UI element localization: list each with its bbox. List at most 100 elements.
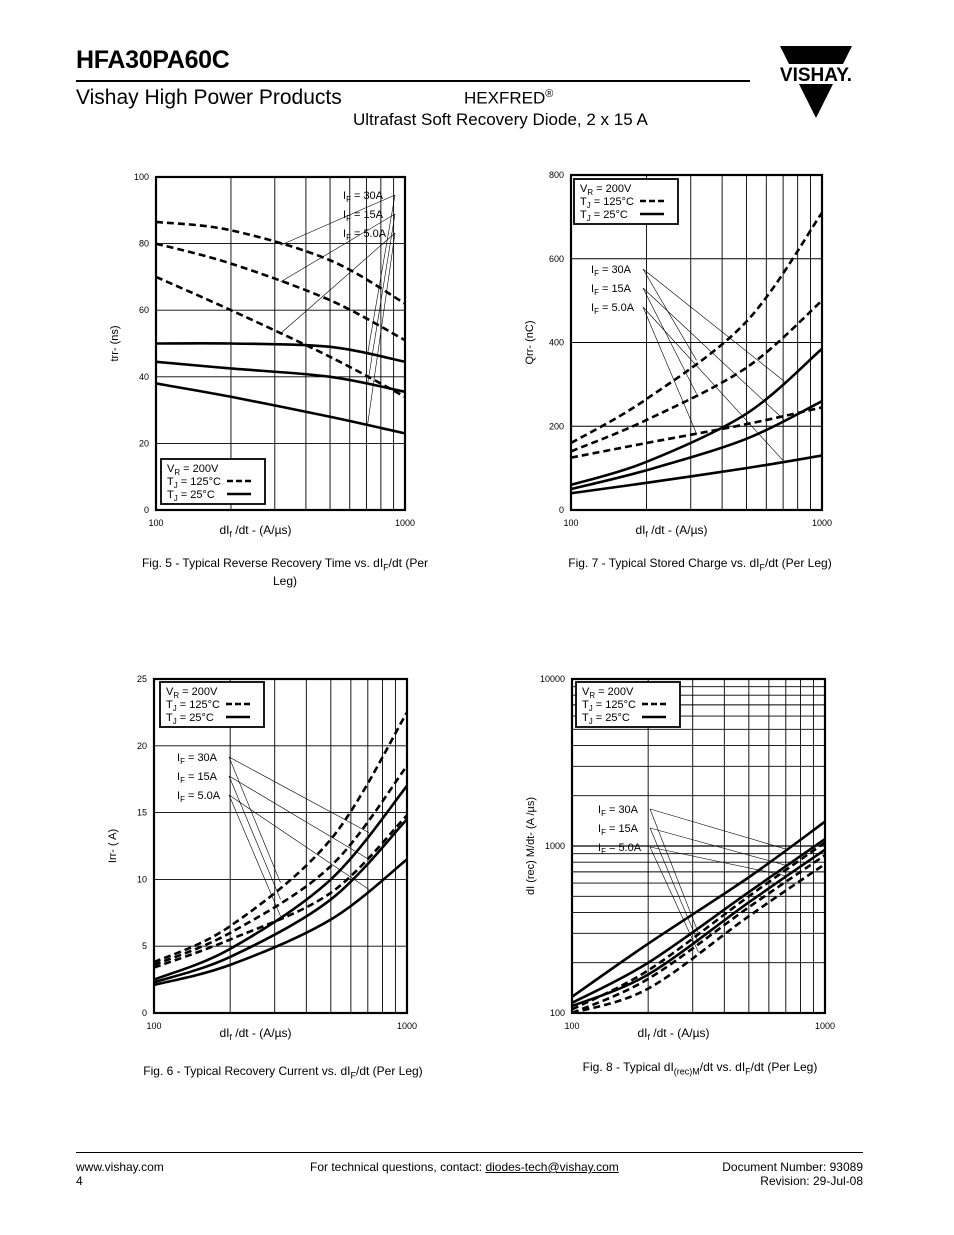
fig6-ytick-label: 25	[137, 674, 147, 684]
fig8-ytick-label: 10000	[540, 674, 565, 684]
fig5-leader-line	[280, 194, 396, 246]
fig6-leader-line	[228, 794, 370, 890]
fig6-if-label: IF = 5.0A	[177, 790, 221, 804]
fig5-chart: 0 20 40 60 80 100 100 1000 dIf /dt - (A/µs) trr- …	[109, 172, 415, 539]
fig6-frame	[152, 677, 409, 1015]
fig7-leader-line	[642, 287, 785, 421]
fig7-series-if50A-tj125	[571, 406, 822, 459]
fig7-chart: 0 200 400 600 800 100 1000 dIf /dt - (A/µs) Qrr-…	[524, 170, 832, 539]
part-number: HFA30PA60C	[76, 46, 230, 74]
fig5-leader-line	[280, 232, 396, 334]
division-name: Vishay High Power Products	[76, 86, 342, 109]
fig6-ytick-label: 20	[137, 741, 147, 751]
fig5-ylabel: trr- (ns)	[109, 325, 121, 361]
fig5-if-label: IF = 30A	[343, 190, 384, 204]
fig5-ytick-label: 100	[134, 172, 149, 182]
fig6-if-label: IF = 15A	[177, 771, 218, 785]
fig6-xtick-label: 100	[146, 1021, 161, 1031]
footer-document-number: Document Number: 93089	[722, 1160, 863, 1174]
fig6-leader-line	[228, 756, 370, 833]
fig7-xtick-label: 100	[563, 518, 578, 528]
fig5-leader-line	[367, 213, 396, 385]
fig8-xtick-label: 100	[564, 1021, 579, 1031]
fig5-leader-line	[367, 194, 396, 355]
footer-contact-email[interactable]: diodes-tech@vishay.com	[485, 1160, 619, 1174]
fig7-ytick-label: 200	[549, 421, 564, 431]
fig8-legend-tj-hot: TJ = 125°C	[582, 699, 636, 713]
header-rule	[76, 80, 750, 82]
fig6-ytick-label: 5	[142, 941, 147, 951]
fig6-series-if30A-tj125	[154, 711, 407, 964]
fig6-legend-tj-hot: TJ = 125°C	[166, 699, 220, 713]
fig6-ytick-label: 10	[137, 874, 147, 884]
fig7-if-label: IF = 30A	[591, 264, 632, 278]
fig8-ytick-label: 1000	[545, 841, 565, 851]
fig6-if-label: IF = 30A	[177, 752, 218, 766]
fig7-series-if15A-tj25	[571, 399, 822, 491]
fig8-series-if30A-tj25	[572, 820, 825, 998]
fig7-xtick-label: 1000	[812, 518, 832, 528]
fig6-curves	[154, 711, 407, 987]
product-family: HEXFRED®	[464, 88, 553, 109]
fig6-legend-vr: VR = 200V	[166, 686, 218, 700]
fig5-ytick-label: 60	[139, 305, 149, 315]
fig7-leader-line	[642, 306, 697, 434]
fig5-xtick-label: 1000	[395, 518, 415, 528]
fig5-series-if15A-tj125	[156, 242, 405, 342]
fig5-if-label: IF = 5.0A	[343, 228, 387, 242]
fig5-ytick-label: 40	[139, 372, 149, 382]
fig8-series-if15A-tj125	[572, 854, 825, 1013]
fig6-leader-line	[228, 794, 281, 917]
logo-text: VISHAY.	[780, 65, 852, 86]
fig6-ylabel: Irr- ( A)	[107, 829, 119, 863]
fig8-leader-line	[649, 846, 787, 877]
fig7-leader-line	[642, 287, 697, 394]
fig6-leader-line	[228, 775, 370, 860]
fig8-leader-line	[649, 827, 699, 944]
fig5-ytick-label: 80	[139, 239, 149, 249]
fig6-caption: Fig. 6 - Typical Recovery Current vs. dI…	[143, 1064, 423, 1081]
fig7-ytick-label: 0	[559, 505, 564, 515]
fig6-legend-tj-cold: TJ = 25°C	[166, 712, 214, 726]
footer-page-number: 4	[76, 1174, 83, 1188]
fig7-ylabel: Qrr- (nC)	[524, 321, 536, 365]
fig6-leader-line	[228, 756, 281, 883]
fig6-series-if15A-tj125	[154, 765, 407, 967]
fig5-leader-line	[280, 213, 396, 283]
fig5-xlabel: dIf /dt - (A/µs)	[219, 523, 291, 539]
fig7-ytick-label: 800	[549, 170, 564, 180]
footer-website[interactable]: www.vishay.com	[76, 1160, 164, 1174]
fig7-curves	[571, 211, 822, 495]
fig8-leader-line	[649, 846, 699, 953]
fig8-xlabel: dIf /dt - (A/µs)	[637, 1026, 709, 1042]
fig6-xlabel: dIf /dt - (A/µs)	[219, 1026, 291, 1042]
fig7-if-label: IF = 15A	[591, 283, 632, 297]
fig8-legend-tj-cold: TJ = 25°C	[582, 712, 630, 726]
fig8-curves	[572, 820, 825, 1013]
fig8-leader-line	[649, 827, 787, 866]
fig7-frame	[569, 173, 824, 512]
fig5-series-if50A-tj125	[156, 275, 405, 398]
registered-mark: ®	[545, 88, 554, 100]
fig5-leader-line	[367, 232, 396, 426]
fig6-leader-line	[228, 775, 281, 900]
footer-rule	[76, 1152, 863, 1153]
product-subtitle: Ultrafast Soft Recovery Diode, 2 x 15 A	[353, 110, 648, 129]
fig8-xtick-label: 1000	[815, 1021, 835, 1031]
fig6-xtick-label: 1000	[397, 1021, 417, 1031]
fig8-ytick-label: 100	[550, 1008, 565, 1018]
fig5-xtick-label: 100	[148, 518, 163, 528]
fig7-ytick-label: 600	[549, 254, 564, 264]
fig7-caption: Fig. 7 - Typical Stored Charge vs. dIF/d…	[568, 556, 832, 573]
logo-band	[768, 64, 864, 84]
fig7-legend-tj-hot: TJ = 125°C	[580, 196, 634, 210]
fig5-legend-tj-hot: TJ = 125°C	[167, 476, 221, 490]
footer-revision: Revision: 29-Jul-08	[760, 1174, 863, 1188]
fig8-series-if15A-tj25	[572, 838, 825, 1005]
fig7-series-if30A-tj125	[571, 211, 822, 445]
fig7-ytick-label: 400	[549, 338, 564, 348]
fig7-leader-line	[642, 306, 785, 463]
